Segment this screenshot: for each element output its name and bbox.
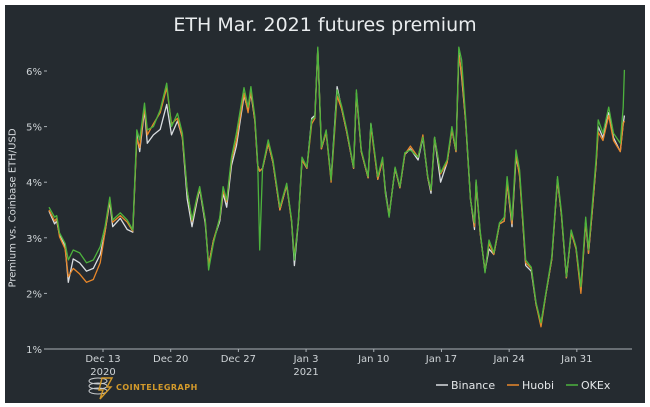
legend-item-okex: OKEx xyxy=(566,379,611,392)
x-tick-label: Jan 3 xyxy=(293,354,319,365)
legend-label: Huobi xyxy=(522,379,554,392)
chart-title: ETH Mar. 2021 futures premium xyxy=(173,14,477,36)
y-tick-label: 3% xyxy=(26,234,42,245)
x-tick-label: Dec 27 xyxy=(221,354,256,365)
legend: Binance Huobi OKEx xyxy=(436,379,611,392)
legend-label: OKEx xyxy=(581,379,611,392)
x-tick-label: Jan 10 xyxy=(357,354,389,365)
legend-label: Binance xyxy=(451,379,495,392)
cointelegraph-logo-text: COINTELEGRAPH xyxy=(116,383,198,392)
series-line-okex xyxy=(48,46,626,324)
x-tick-label: Jan 31 xyxy=(560,354,592,365)
y-tick-label: 5% xyxy=(26,123,42,134)
x-tick-label: Jan 17 xyxy=(425,354,457,365)
y-tick-label: 2% xyxy=(26,289,42,300)
y-tick-label: 6% xyxy=(26,67,42,78)
series-lines xyxy=(48,46,626,328)
legend-item-huobi: Huobi xyxy=(507,379,554,392)
y-tick-label: 1% xyxy=(26,345,42,356)
x-tick-label: Jan 24 xyxy=(492,354,524,365)
chart-panel xyxy=(5,5,645,403)
y-tick-label: 4% xyxy=(26,178,42,189)
x-tick-label: Dec 13 xyxy=(85,354,120,365)
x-tick-year-label: 2021 xyxy=(293,367,318,378)
cointelegraph-logo-icon xyxy=(88,377,114,400)
axes: 1% 2% 3% 4% 5% 6% Dec 13 2020 Dec 20 Dec 27 Jan 3 2… xyxy=(26,67,632,378)
legend-item-binance: Binance xyxy=(436,379,495,392)
x-tick-label: Dec 20 xyxy=(153,354,188,365)
x-tick-year-label: 2020 xyxy=(90,367,115,378)
